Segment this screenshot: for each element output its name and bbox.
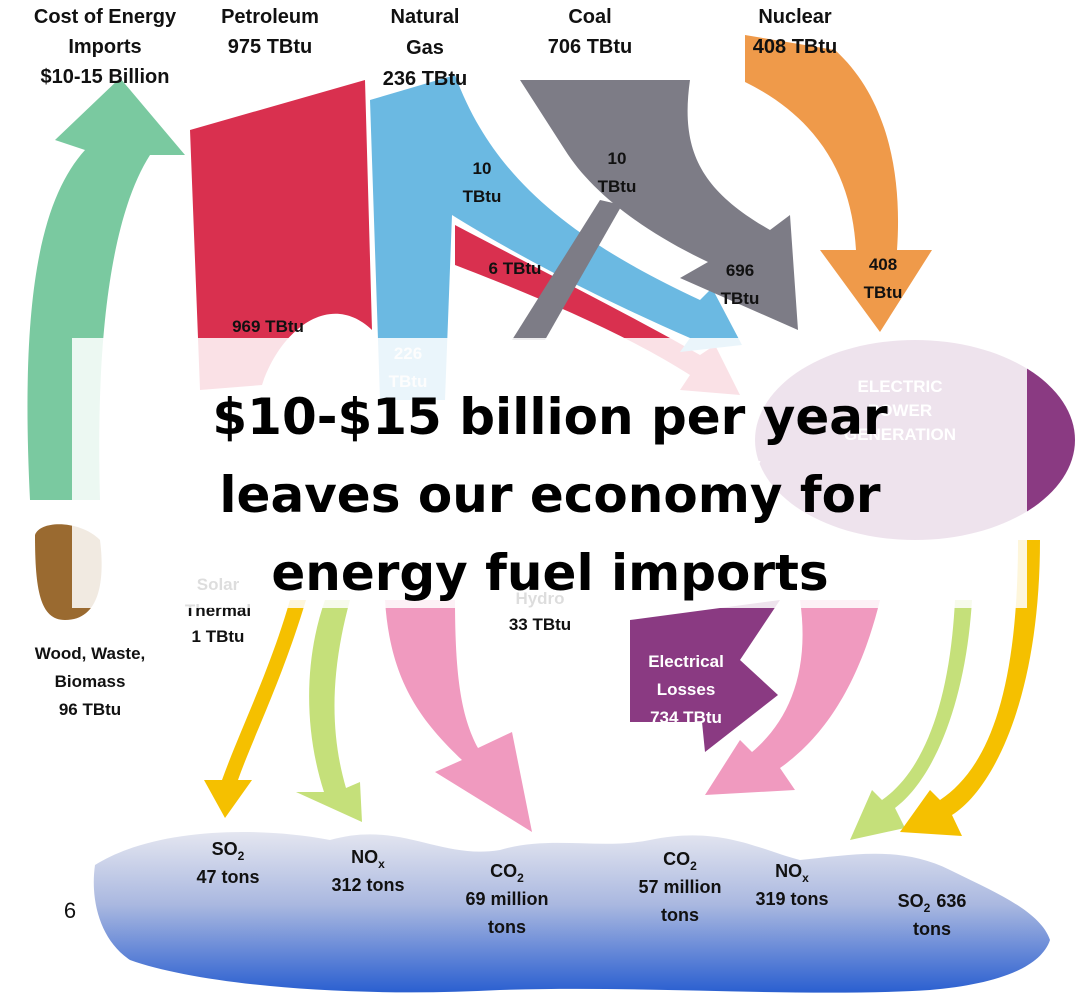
text-line: Coal <box>568 6 611 28</box>
text-line: $10-15 Billion <box>41 66 170 88</box>
amount: 57 million <box>638 877 721 897</box>
nuclear-flow <box>745 35 932 332</box>
nox-arrow-right <box>850 600 972 840</box>
co2-arrow-right <box>705 600 880 795</box>
text-line: Wood, Waste, <box>35 644 146 663</box>
emission-label: NOx 319 tons <box>755 861 828 909</box>
text-line: TBtu <box>721 289 760 308</box>
amount: tons <box>488 917 526 937</box>
flow-shapes <box>27 35 1075 993</box>
amount: tons <box>661 905 699 925</box>
formula: SO <box>898 891 924 911</box>
text-line: leaves our economy for <box>219 466 881 524</box>
text-line: 10 <box>608 149 627 168</box>
page-number: 6 <box>64 898 76 923</box>
emission-label: SO2 636 tons <box>898 891 967 939</box>
text-line: Petroleum <box>221 6 319 28</box>
flow-label: 696 TBtu <box>721 261 760 308</box>
amount: tons <box>913 919 951 939</box>
losses-arrow <box>630 600 780 752</box>
formula: CO <box>663 849 690 869</box>
subscript: 2 <box>690 859 697 873</box>
text-line: Losses <box>657 680 716 699</box>
amount: 312 tons <box>331 875 404 895</box>
text-line: energy fuel imports <box>271 544 828 602</box>
nuclear-label: Nuclear 408 TBtu <box>753 6 837 58</box>
text-line: 408 <box>869 255 897 274</box>
text-line: Natural <box>391 6 460 28</box>
solar-arrow <box>204 600 306 818</box>
formula: NO <box>351 847 378 867</box>
text-line: TBtu <box>864 283 903 302</box>
subscript: 2 <box>238 849 245 863</box>
coal-flow <box>520 80 798 330</box>
text-line: 696 <box>726 261 754 280</box>
amount: 69 million <box>465 889 548 909</box>
atmosphere-cloud <box>93 832 1051 993</box>
text-line: 734 TBtu <box>650 708 722 727</box>
amount: 636 <box>936 891 966 911</box>
coal-label: Coal 706 TBtu <box>548 6 632 58</box>
co2-arrow-left <box>385 600 532 832</box>
subscript: x <box>378 857 385 871</box>
text-line: Nuclear <box>758 6 832 28</box>
amount: 319 tons <box>755 889 828 909</box>
subscript: 2 <box>924 901 931 915</box>
losses-label: Electrical Losses 734 TBtu <box>648 652 724 727</box>
text-line: 969 TBtu <box>232 317 304 336</box>
text-line: $10-$15 billion per year <box>212 388 888 446</box>
text-line: 1 TBtu <box>192 627 245 646</box>
text-line: Cost of Energy <box>34 6 177 28</box>
imports-arrow <box>27 78 186 500</box>
text-line: 6 TBtu <box>489 259 542 278</box>
emission-label: CO2 57 million tons <box>638 849 721 925</box>
text-line: Biomass <box>55 672 126 691</box>
flow-label: 10 TBtu <box>598 149 637 196</box>
petroleum-flow <box>190 80 372 390</box>
text-line: TBtu <box>463 187 502 206</box>
formula: CO <box>490 861 517 881</box>
text-line: 10 <box>473 159 492 178</box>
gas-label: Natural Gas 236 TBtu <box>383 6 467 90</box>
text-line: 33 TBtu <box>509 615 571 634</box>
text-line: 408 TBtu <box>753 36 837 58</box>
emission-label: NOx 312 tons <box>331 847 404 895</box>
flow-label: 969 TBtu <box>232 317 304 336</box>
text-line: 706 TBtu <box>548 36 632 58</box>
petroleum-label: Petroleum 975 TBtu <box>221 6 319 58</box>
text-line: TBtu <box>598 177 637 196</box>
text-line: Gas <box>406 37 444 59</box>
text-line: 236 TBtu <box>383 68 467 90</box>
emission-label: CO2 69 million tons <box>465 861 548 937</box>
text-line: 975 TBtu <box>228 36 312 58</box>
subscript: x <box>802 871 809 885</box>
wood-label: Wood, Waste, Biomass 96 TBtu <box>35 644 146 719</box>
formula: SO <box>212 839 238 859</box>
banner-text: $10-$15 billion per year leaves our econo… <box>212 388 888 602</box>
nox-arrow-left <box>296 600 362 822</box>
text-line: Imports <box>68 36 141 58</box>
flow-label: 10 TBtu <box>463 159 502 206</box>
flow-label: 6 TBtu <box>489 259 542 278</box>
subscript: 2 <box>517 871 524 885</box>
emission-label: SO2 47 tons <box>196 839 259 887</box>
gas-flow <box>370 75 742 400</box>
text-line: 96 TBtu <box>59 700 121 719</box>
coal-branch <box>512 200 622 340</box>
imports-label: Cost of Energy Imports $10-15 Billion <box>34 6 177 88</box>
amount: 47 tons <box>196 867 259 887</box>
flow-label: 408 TBtu <box>864 255 903 302</box>
banner-overlay <box>72 338 1027 608</box>
text-line: Electrical <box>648 652 724 671</box>
formula: NO <box>775 861 802 881</box>
